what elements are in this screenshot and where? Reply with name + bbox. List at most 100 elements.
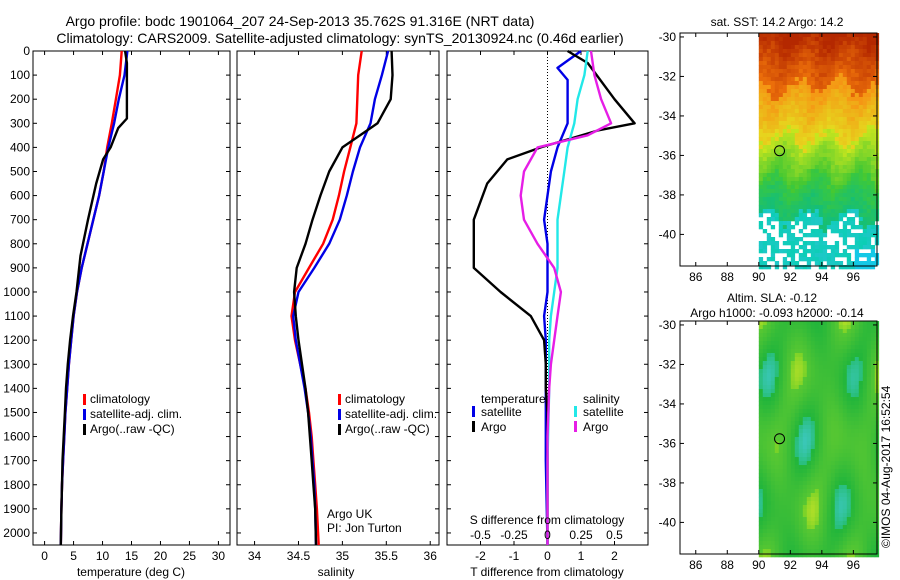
field-cell — [850, 125, 856, 130]
field-cell — [794, 117, 800, 122]
field-cell — [838, 165, 844, 170]
field-cell — [870, 261, 876, 266]
field-cell — [770, 333, 776, 338]
field-cell — [806, 97, 812, 102]
field-cell — [810, 357, 816, 362]
field-cell — [806, 233, 812, 238]
field-cell — [770, 125, 776, 130]
field-cell — [790, 473, 796, 478]
field-cell — [850, 49, 856, 54]
field-cell — [758, 65, 764, 70]
field-cell — [762, 421, 768, 426]
field-cell — [818, 445, 824, 450]
field-cell — [778, 113, 784, 118]
field-cell — [870, 165, 876, 170]
field-cell — [850, 65, 856, 70]
field-cell — [786, 73, 792, 78]
field-cell — [802, 197, 808, 202]
field-cell — [762, 521, 768, 526]
field-cell — [826, 485, 832, 490]
field-cell — [786, 37, 792, 42]
field-cell — [806, 509, 812, 514]
field-cell — [802, 421, 808, 426]
field-cell — [810, 149, 816, 154]
field-cell — [806, 57, 812, 62]
x-tick-label: 5 — [70, 549, 77, 563]
x-tick-label: 2 — [611, 549, 618, 563]
field-cell — [758, 473, 764, 478]
field-cell — [850, 445, 856, 450]
field-cell — [802, 361, 808, 366]
field-cell — [766, 457, 772, 462]
field-cell — [850, 201, 856, 206]
field-cell — [782, 489, 788, 494]
field-cell — [810, 365, 816, 370]
field-cell — [866, 245, 872, 250]
field-cell — [802, 113, 808, 118]
field-cell — [778, 453, 784, 458]
field-cell — [838, 545, 844, 550]
field-cell — [830, 113, 836, 118]
depth-tick-label: 700 — [10, 213, 30, 227]
field-cell — [842, 541, 848, 546]
field-cell — [846, 197, 852, 202]
field-cell — [858, 393, 864, 398]
field-cell — [846, 397, 852, 402]
field-cell — [806, 201, 812, 206]
field-cell — [862, 165, 868, 170]
field-cell — [790, 545, 796, 550]
field-cell — [822, 509, 828, 514]
field-cell — [854, 181, 860, 186]
field-cell — [798, 85, 804, 90]
field-cell — [826, 261, 832, 266]
temperature-legend: climatology satellite-adj. clim. Argo(..… — [83, 392, 182, 436]
field-cell — [790, 105, 796, 110]
field-cell — [822, 425, 828, 430]
field-cell — [770, 453, 776, 458]
field-cell — [770, 545, 776, 550]
lon-tick-label: 92 — [784, 558, 798, 572]
field-cell — [778, 165, 784, 170]
field-cell — [858, 61, 864, 66]
field-cell — [814, 177, 820, 182]
field-cell — [862, 101, 868, 106]
field-cell — [818, 133, 824, 138]
field-cell — [838, 465, 844, 470]
field-cell — [794, 113, 800, 118]
field-cell — [846, 437, 852, 442]
field-cell — [810, 33, 816, 38]
field-cell — [778, 513, 784, 518]
field-cell — [850, 453, 856, 458]
field-cell — [858, 369, 864, 374]
field-cell — [762, 45, 768, 50]
field-cell — [798, 37, 804, 42]
field-cell — [798, 229, 804, 234]
field-cell — [790, 369, 796, 374]
field-cell — [814, 485, 820, 490]
field-cell — [798, 417, 804, 422]
field-cell — [842, 61, 848, 66]
field-cell — [798, 329, 804, 334]
field-cell — [862, 57, 868, 62]
sla-map-axes: 86 88 90 92 94 96-30-32-34-36-38-40 — [659, 318, 877, 572]
field-cell — [794, 201, 800, 206]
field-cell — [762, 73, 768, 78]
field-cell — [802, 257, 808, 262]
field-cell — [846, 349, 852, 354]
field-cell — [782, 381, 788, 386]
field-cell — [758, 405, 764, 410]
field-cell — [838, 337, 844, 342]
field-cell — [786, 465, 792, 470]
field-cell — [806, 353, 812, 358]
field-cell — [838, 193, 844, 198]
field-cell — [762, 361, 768, 366]
field-cell — [802, 325, 808, 330]
field-cell — [802, 445, 808, 450]
field-cell — [834, 149, 840, 154]
field-cell — [810, 193, 816, 198]
field-cell — [770, 65, 776, 70]
field-cell — [826, 133, 832, 138]
field-cell — [866, 425, 872, 430]
field-cell — [870, 149, 876, 154]
legend-title-salinity: salinity — [583, 392, 620, 406]
